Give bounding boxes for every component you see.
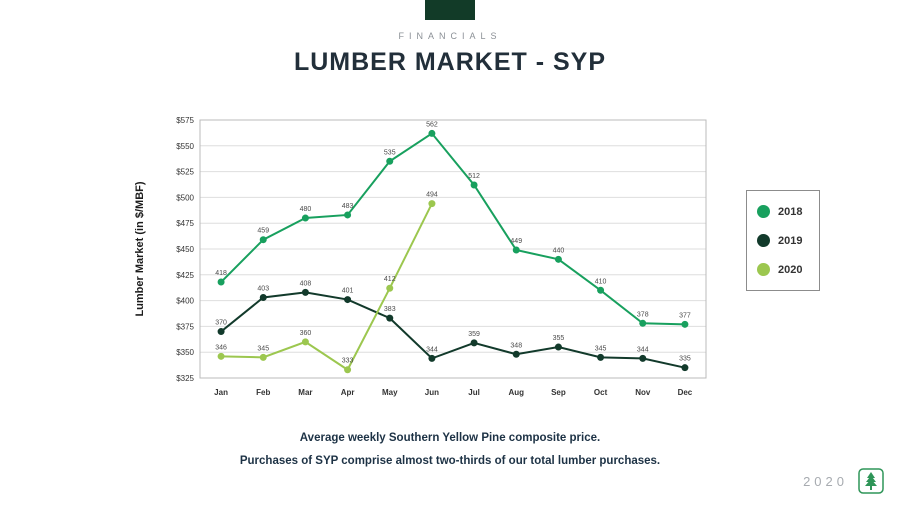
legend-item-2018: 2018 xyxy=(757,205,809,218)
svg-text:$450: $450 xyxy=(176,245,194,254)
legend-label: 2018 xyxy=(778,205,803,218)
legend-dot-2020 xyxy=(757,263,770,276)
svg-text:378: 378 xyxy=(637,311,649,318)
svg-text:344: 344 xyxy=(426,346,438,353)
svg-text:346: 346 xyxy=(215,344,227,351)
svg-text:359: 359 xyxy=(468,331,480,338)
svg-text:$350: $350 xyxy=(176,348,194,357)
svg-text:Jul: Jul xyxy=(468,388,480,397)
svg-text:401: 401 xyxy=(342,288,354,295)
svg-text:535: 535 xyxy=(384,149,396,156)
y-axis-title: Lumber Market (in $/MBF) xyxy=(134,181,146,317)
svg-text:333: 333 xyxy=(342,358,354,365)
svg-text:$400: $400 xyxy=(176,297,194,306)
svg-text:Sep: Sep xyxy=(551,388,566,397)
svg-text:Feb: Feb xyxy=(256,388,270,397)
chart-legend: 2018 2019 2020 xyxy=(746,190,820,291)
accent-bar xyxy=(425,0,475,20)
svg-text:335: 335 xyxy=(679,356,691,363)
caption-line-1: Average weekly Southern Yellow Pine comp… xyxy=(299,432,601,444)
svg-text:$325: $325 xyxy=(176,374,194,383)
svg-text:$550: $550 xyxy=(176,142,194,151)
svg-text:355: 355 xyxy=(553,335,565,342)
svg-text:562: 562 xyxy=(426,121,438,128)
svg-text:345: 345 xyxy=(595,345,607,352)
footer-year: 2020 xyxy=(803,473,848,489)
svg-text:Jan: Jan xyxy=(214,388,228,397)
svg-text:459: 459 xyxy=(257,228,269,235)
svg-text:$425: $425 xyxy=(176,271,194,280)
svg-text:$375: $375 xyxy=(176,322,194,331)
svg-text:383: 383 xyxy=(384,306,396,313)
svg-text:418: 418 xyxy=(215,270,227,277)
svg-text:483: 483 xyxy=(342,203,354,210)
svg-text:$575: $575 xyxy=(176,116,194,125)
page-title: LUMBER MARKET - SYP xyxy=(293,48,607,76)
legend-label: 2019 xyxy=(778,234,803,247)
svg-text:412: 412 xyxy=(384,276,396,283)
svg-text:360: 360 xyxy=(300,330,312,337)
legend-item-2020: 2020 xyxy=(757,263,809,276)
svg-text:Aug: Aug xyxy=(508,388,524,397)
svg-text:344: 344 xyxy=(637,346,649,353)
tree-logo-icon xyxy=(858,468,884,494)
legend-dot-2018 xyxy=(757,205,770,218)
svg-text:377: 377 xyxy=(679,312,691,319)
svg-text:410: 410 xyxy=(595,278,607,285)
svg-text:May: May xyxy=(382,388,398,397)
legend-dot-2019 xyxy=(757,234,770,247)
svg-text:Mar: Mar xyxy=(298,388,312,397)
svg-text:$525: $525 xyxy=(176,168,194,177)
section-eyebrow: FINANCIALS xyxy=(398,31,502,41)
svg-text:Oct: Oct xyxy=(594,388,608,397)
caption-line-2: Purchases of SYP comprise almost two-thi… xyxy=(239,455,661,467)
svg-text:$500: $500 xyxy=(176,193,194,202)
svg-text:$475: $475 xyxy=(176,219,194,228)
legend-label: 2020 xyxy=(778,263,803,276)
svg-text:449: 449 xyxy=(510,238,522,245)
svg-text:Apr: Apr xyxy=(341,388,355,397)
svg-text:345: 345 xyxy=(257,345,269,352)
svg-text:Jun: Jun xyxy=(425,388,439,397)
svg-text:403: 403 xyxy=(257,286,269,293)
svg-text:494: 494 xyxy=(426,192,438,199)
lumber-chart: $325 $350 $375 $400 $425 $450 $475 $500 $525 $550… xyxy=(176,116,707,397)
footer: 2020 xyxy=(803,468,884,494)
svg-text:Dec: Dec xyxy=(678,388,693,397)
svg-text:512: 512 xyxy=(468,173,480,180)
svg-text:370: 370 xyxy=(215,320,227,327)
svg-text:Nov: Nov xyxy=(635,388,651,397)
svg-text:348: 348 xyxy=(510,342,522,349)
svg-text:408: 408 xyxy=(300,280,312,287)
svg-text:440: 440 xyxy=(553,247,565,254)
svg-text:480: 480 xyxy=(300,206,312,213)
legend-item-2019: 2019 xyxy=(757,234,809,247)
